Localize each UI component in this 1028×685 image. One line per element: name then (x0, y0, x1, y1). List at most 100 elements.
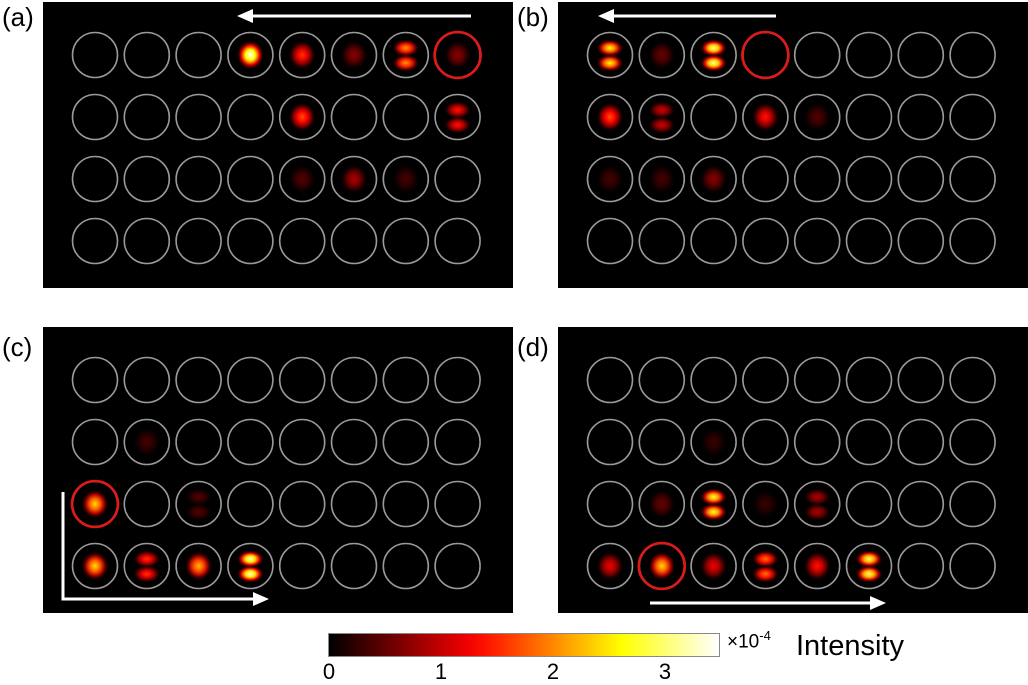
waveguide-ring (742, 480, 789, 528)
intensity-spot (184, 551, 213, 581)
waveguide-ring (845, 217, 893, 265)
waveguide-ring (586, 542, 634, 590)
waveguide-ring (638, 356, 686, 404)
waveguide-ring (278, 155, 326, 203)
waveguide-ring (330, 155, 378, 203)
intensity-spot (699, 551, 728, 581)
direction-arrow (598, 9, 776, 23)
waveguide-ring (71, 155, 119, 203)
intensity-spot (596, 164, 624, 194)
intensity-spot (443, 40, 472, 70)
waveguide-ring (742, 155, 789, 203)
panel-b (558, 2, 1028, 288)
colorbar-gradient (328, 633, 720, 657)
waveguide-ring (330, 217, 378, 265)
waveguide-ring (227, 155, 274, 203)
waveguide-ring (123, 217, 171, 265)
colorbar-scale: ×10-4 (727, 628, 771, 653)
waveguide-ring (123, 418, 171, 466)
waveguide-ring (227, 31, 274, 79)
colorbar-tick: 2 (546, 659, 560, 684)
waveguide-ring (638, 31, 686, 79)
waveguide-ring (638, 480, 686, 528)
waveguide-ring (897, 542, 945, 590)
waveguide-ring (638, 93, 686, 141)
waveguide-ring (434, 155, 481, 203)
waveguide-ring (793, 93, 841, 141)
intensity-spot (236, 40, 265, 70)
waveguide-ring (690, 356, 737, 404)
waveguide-ring (434, 93, 481, 141)
waveguide-ring (123, 542, 171, 590)
waveguide-ring (586, 480, 634, 528)
waveguide-ring (845, 31, 893, 79)
waveguide-ring (690, 217, 737, 265)
waveguide-ring (845, 155, 893, 203)
colorbar-scale-prefix: ×10 (727, 631, 760, 653)
panel-c-canvas (61, 356, 481, 606)
panel-label-c: (c) (2, 332, 33, 362)
intensity-spot (751, 102, 780, 132)
waveguide-ring (690, 31, 737, 79)
waveguide-ring (793, 418, 841, 466)
panel-label-a: (a) (2, 2, 34, 32)
waveguide-ring (382, 542, 430, 590)
waveguide-ring (793, 542, 841, 590)
waveguide-ring (175, 418, 222, 466)
waveguide-ring (793, 155, 841, 203)
intensity-spot (132, 550, 161, 583)
waveguide-ring (175, 480, 222, 528)
direction-arrow (61, 492, 269, 606)
waveguide-ring (586, 217, 634, 265)
intensity-spot (288, 40, 317, 70)
waveguide-ring (638, 155, 686, 203)
waveguide-ring (949, 155, 996, 203)
waveguide-ring (690, 418, 737, 466)
colorbar-tick: 1 (434, 659, 448, 684)
waveguide-ring (175, 217, 222, 265)
waveguide-ring (742, 217, 789, 265)
waveguide-ring (793, 217, 841, 265)
colorbar (328, 633, 720, 657)
waveguide-ring (71, 356, 119, 404)
direction-arrow (650, 596, 886, 610)
panel-label-b: (b) (517, 2, 549, 32)
waveguide-ring (586, 356, 634, 404)
waveguide-ring (175, 155, 222, 203)
waveguide-ring (742, 356, 789, 404)
direction-arrow (237, 9, 471, 23)
waveguide-ring (330, 356, 378, 404)
waveguide-ring (742, 418, 789, 466)
waveguide-ring (793, 480, 841, 528)
intensity-spot (647, 164, 676, 194)
waveguide-ring (330, 542, 378, 590)
waveguide-ring (71, 93, 119, 141)
waveguide-ring (897, 480, 945, 528)
waveguide-ring (71, 217, 119, 265)
waveguide-ring (175, 542, 222, 590)
intensity-spot (751, 550, 780, 583)
waveguide-ring (278, 31, 326, 79)
waveguide-ring (382, 217, 430, 265)
panel-a (43, 2, 513, 288)
colorbar-tick: 0 (322, 659, 336, 684)
waveguide-ring (742, 542, 789, 590)
waveguide-ring (949, 31, 996, 79)
waveguide-ring (949, 93, 996, 141)
waveguide-ring (382, 418, 430, 466)
waveguide-ring (434, 217, 481, 265)
panel-label-d: (d) (517, 332, 549, 362)
waveguide-ring (175, 31, 222, 79)
panel-b-canvas (586, 9, 996, 265)
waveguide-ring (382, 356, 430, 404)
intensity-spot (596, 551, 624, 581)
waveguide-ring (897, 31, 945, 79)
waveguide-ring (638, 418, 686, 466)
intensity-spot (596, 102, 624, 132)
waveguide-ring (949, 480, 996, 528)
intensity-spot (288, 102, 317, 132)
waveguide-ring (123, 155, 171, 203)
waveguide-ring (382, 480, 430, 528)
waveguide-ring (690, 93, 737, 141)
waveguide-ring (278, 217, 326, 265)
